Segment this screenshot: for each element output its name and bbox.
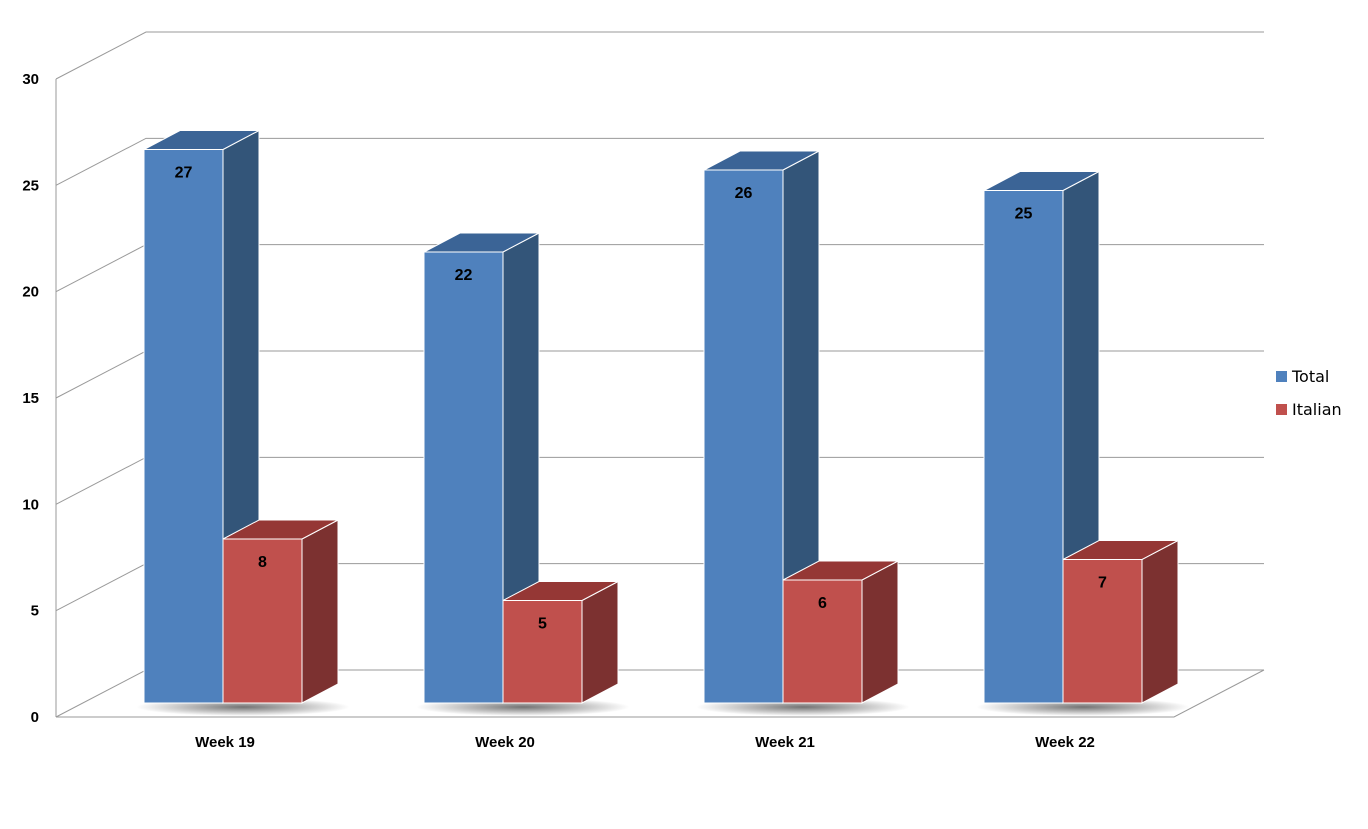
data-label: 22: [455, 267, 473, 284]
bar-italian-week-22: 7: [1062, 539, 1179, 704]
y-tick-label: 30: [22, 71, 39, 88]
bar-front: [143, 149, 224, 704]
bar-italian-week-19: 8: [222, 519, 339, 704]
data-label: 6: [818, 595, 827, 612]
bar-side: [1141, 539, 1179, 704]
y-tick-label: 20: [22, 284, 39, 301]
gridline: [55, 31, 1264, 80]
legend-label: Italian: [1292, 400, 1342, 419]
bar-italian-week-20: 5: [502, 580, 619, 704]
y-axis-ticks: 0 5 10 15 20 25 30: [22, 71, 39, 726]
bar-front: [983, 190, 1064, 704]
bar-front: [782, 579, 863, 704]
bar-front: [1062, 559, 1143, 704]
legend-swatch: [1276, 404, 1287, 415]
bar-total-week-20: 22: [423, 232, 540, 704]
x-category-label: Week 22: [1035, 734, 1095, 751]
x-category-label: Week 19: [195, 734, 255, 751]
y-tick-label: 15: [22, 390, 39, 407]
bar-total-week-21: 26: [703, 150, 820, 704]
bar-front: [222, 538, 303, 704]
legend: Total Italian: [1276, 367, 1342, 419]
y-tick-label: 25: [22, 177, 39, 194]
bars: 27 8 22 5 26 6 25 7: [136, 129, 1190, 716]
bar-front: [703, 169, 784, 704]
data-label: 26: [735, 185, 753, 202]
data-label: 8: [258, 554, 267, 571]
data-label: 25: [1015, 206, 1033, 223]
x-category-label: Week 20: [475, 734, 535, 751]
bar-italian-week-21: 6: [782, 560, 899, 704]
legend-item-italian: Italian: [1276, 400, 1342, 419]
data-label: 5: [538, 616, 547, 633]
bar-front: [423, 251, 504, 704]
y-tick-label: 0: [31, 709, 39, 726]
legend-label: Total: [1291, 367, 1329, 386]
y-tick-label: 5: [31, 603, 39, 620]
gridline: [55, 137, 1264, 186]
bar-side: [301, 519, 339, 704]
x-axis-labels: Week 19 Week 20 Week 21 Week 22: [195, 734, 1095, 751]
bar-side: [861, 560, 899, 704]
data-label: 27: [175, 165, 193, 182]
bar-side: [581, 580, 619, 704]
legend-swatch: [1276, 371, 1287, 382]
legend-item-total: Total: [1276, 367, 1329, 386]
floor-edge: [56, 669, 1265, 718]
data-label: 7: [1098, 575, 1107, 592]
bar-front: [502, 600, 583, 704]
x-category-label: Week 21: [755, 734, 815, 751]
y-tick-label: 10: [22, 496, 39, 513]
